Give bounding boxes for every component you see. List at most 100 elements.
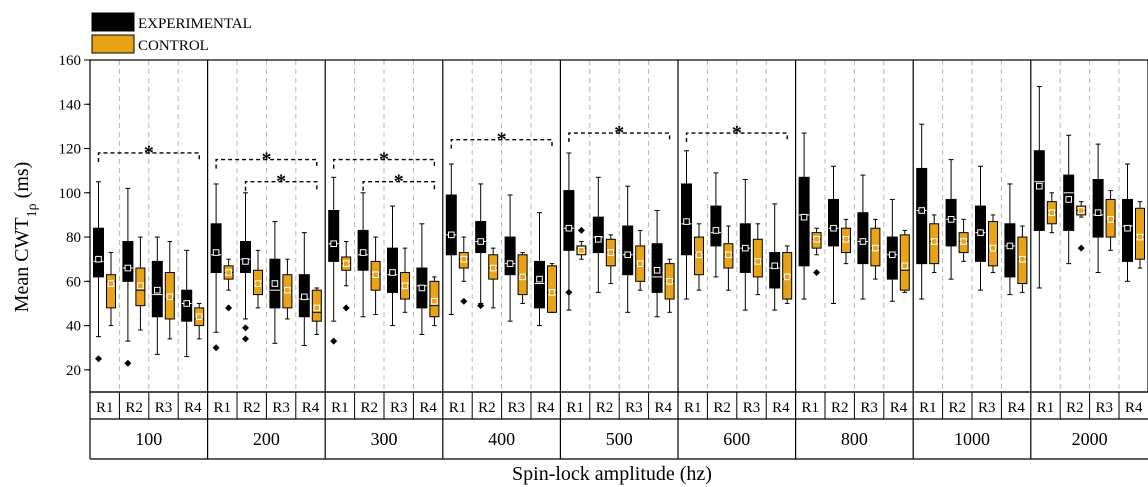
- box-control-1000-R4: [1017, 225, 1028, 293]
- box-control-2000-R4: [1135, 201, 1145, 269]
- mean-marker: [1036, 182, 1043, 190]
- box-iqr: [916, 167, 928, 265]
- box-iqr: [752, 238, 763, 278]
- box-control-100-R3: [164, 240, 175, 340]
- box-control-2000-R3: [1105, 190, 1116, 251]
- box-iqr: [328, 210, 340, 262]
- group-label: 800: [841, 429, 868, 449]
- outlier-point: [342, 304, 350, 312]
- mean-marker: [359, 249, 367, 256]
- box-experimental-2000-R2: [1063, 134, 1075, 265]
- box-experimental-200-R4: [298, 232, 310, 347]
- box-control-300-R2: [370, 236, 381, 316]
- region-label: R4: [419, 400, 437, 416]
- mean-marker: [578, 247, 585, 254]
- group-label: 400: [488, 429, 515, 449]
- box-experimental-600-R3: [739, 179, 751, 311]
- significance-line: [685, 132, 788, 143]
- mean-marker: [653, 266, 661, 274]
- mean-marker: [1019, 255, 1026, 263]
- mean-marker: [607, 249, 615, 256]
- mean-marker: [813, 235, 820, 243]
- region-label: R2: [1066, 400, 1084, 416]
- mean-marker: [989, 244, 997, 252]
- mean-marker: [389, 269, 396, 276]
- box-experimental-800-R3: [857, 174, 869, 300]
- box-control-300-R1: [341, 240, 352, 312]
- significance-bracket: *: [450, 129, 553, 151]
- box-iqr: [475, 221, 487, 254]
- significance-marker: *: [261, 149, 271, 171]
- box-experimental-800-R2: [828, 165, 839, 304]
- region-label: R3: [1096, 400, 1114, 416]
- mean-marker: [712, 227, 720, 234]
- region-label: R1: [919, 400, 937, 416]
- y-tick-label: 20: [66, 363, 81, 379]
- mean-marker: [536, 275, 543, 283]
- box-iqr: [857, 212, 869, 265]
- mean-marker: [448, 231, 455, 239]
- significance-bracket: *: [362, 171, 436, 193]
- box-control-100-R1: [106, 252, 116, 327]
- box-iqr: [106, 274, 116, 309]
- outlier-point: [460, 297, 468, 305]
- box-control-800-R2: [841, 218, 851, 265]
- box-control-400-R1: [458, 236, 469, 305]
- mean-marker: [624, 251, 632, 259]
- mean-marker: [154, 286, 161, 294]
- region-label: R2: [125, 400, 143, 416]
- mean-marker: [124, 264, 132, 272]
- y-tick-label: 120: [59, 142, 82, 158]
- region-label: R4: [184, 400, 202, 416]
- region-label: R1: [331, 400, 349, 416]
- mean-marker: [460, 255, 468, 263]
- mean-marker: [107, 280, 115, 287]
- box-control-600-R4: [782, 245, 793, 304]
- box-control-600-R2: [723, 225, 734, 291]
- outlier-point: [212, 344, 220, 352]
- region-label: R3: [155, 400, 173, 416]
- mean-marker: [1136, 233, 1144, 241]
- outlier-point: [577, 226, 585, 234]
- mean-marker: [683, 218, 690, 225]
- box-experimental-500-R1: [563, 152, 575, 311]
- box-experimental-200-R3: [269, 221, 281, 344]
- y-tick-label: 40: [66, 319, 81, 335]
- box-iqr: [899, 234, 910, 291]
- significance-marker: *: [614, 122, 624, 144]
- box-control-400-R3: [517, 252, 528, 304]
- mean-marker: [519, 273, 526, 281]
- box-iqr: [210, 223, 222, 273]
- significance-bracket: *: [568, 122, 671, 144]
- significance-line: [333, 158, 436, 169]
- significance-marker: *: [394, 171, 404, 193]
- mean-marker: [489, 264, 497, 272]
- box-experimental-400-R3: [504, 194, 516, 322]
- box-control-1000-R2: [958, 218, 969, 262]
- box-experimental-2000-R4: [1122, 163, 1133, 282]
- mean-marker: [342, 260, 350, 267]
- significance-bracket: *: [685, 122, 788, 144]
- mean-marker: [1065, 196, 1073, 203]
- y-axis-label-sub: 1ρ: [25, 203, 40, 217]
- box-iqr: [988, 221, 998, 267]
- box-iqr: [1063, 174, 1075, 231]
- mean-marker: [695, 251, 703, 259]
- box-experimental-100-R4: [181, 249, 193, 358]
- significance-marker: *: [276, 171, 286, 193]
- box-iqr: [534, 260, 545, 309]
- mean-marker: [372, 271, 379, 278]
- y-axis-label-unit: (ms): [11, 162, 33, 204]
- region-label: R3: [508, 400, 526, 416]
- box-experimental-100-R3: [151, 236, 163, 355]
- mean-marker: [1077, 207, 1085, 214]
- region-label: R2: [596, 400, 614, 416]
- mean-marker: [225, 269, 232, 276]
- region-label: R3: [743, 400, 761, 416]
- box-iqr: [798, 176, 810, 267]
- box-iqr: [886, 236, 898, 280]
- box-iqr: [945, 198, 957, 247]
- mean-marker: [565, 224, 573, 232]
- box-control-600-R1: [694, 223, 704, 291]
- y-axis-label: Mean CWT1ρ (ms): [11, 162, 40, 313]
